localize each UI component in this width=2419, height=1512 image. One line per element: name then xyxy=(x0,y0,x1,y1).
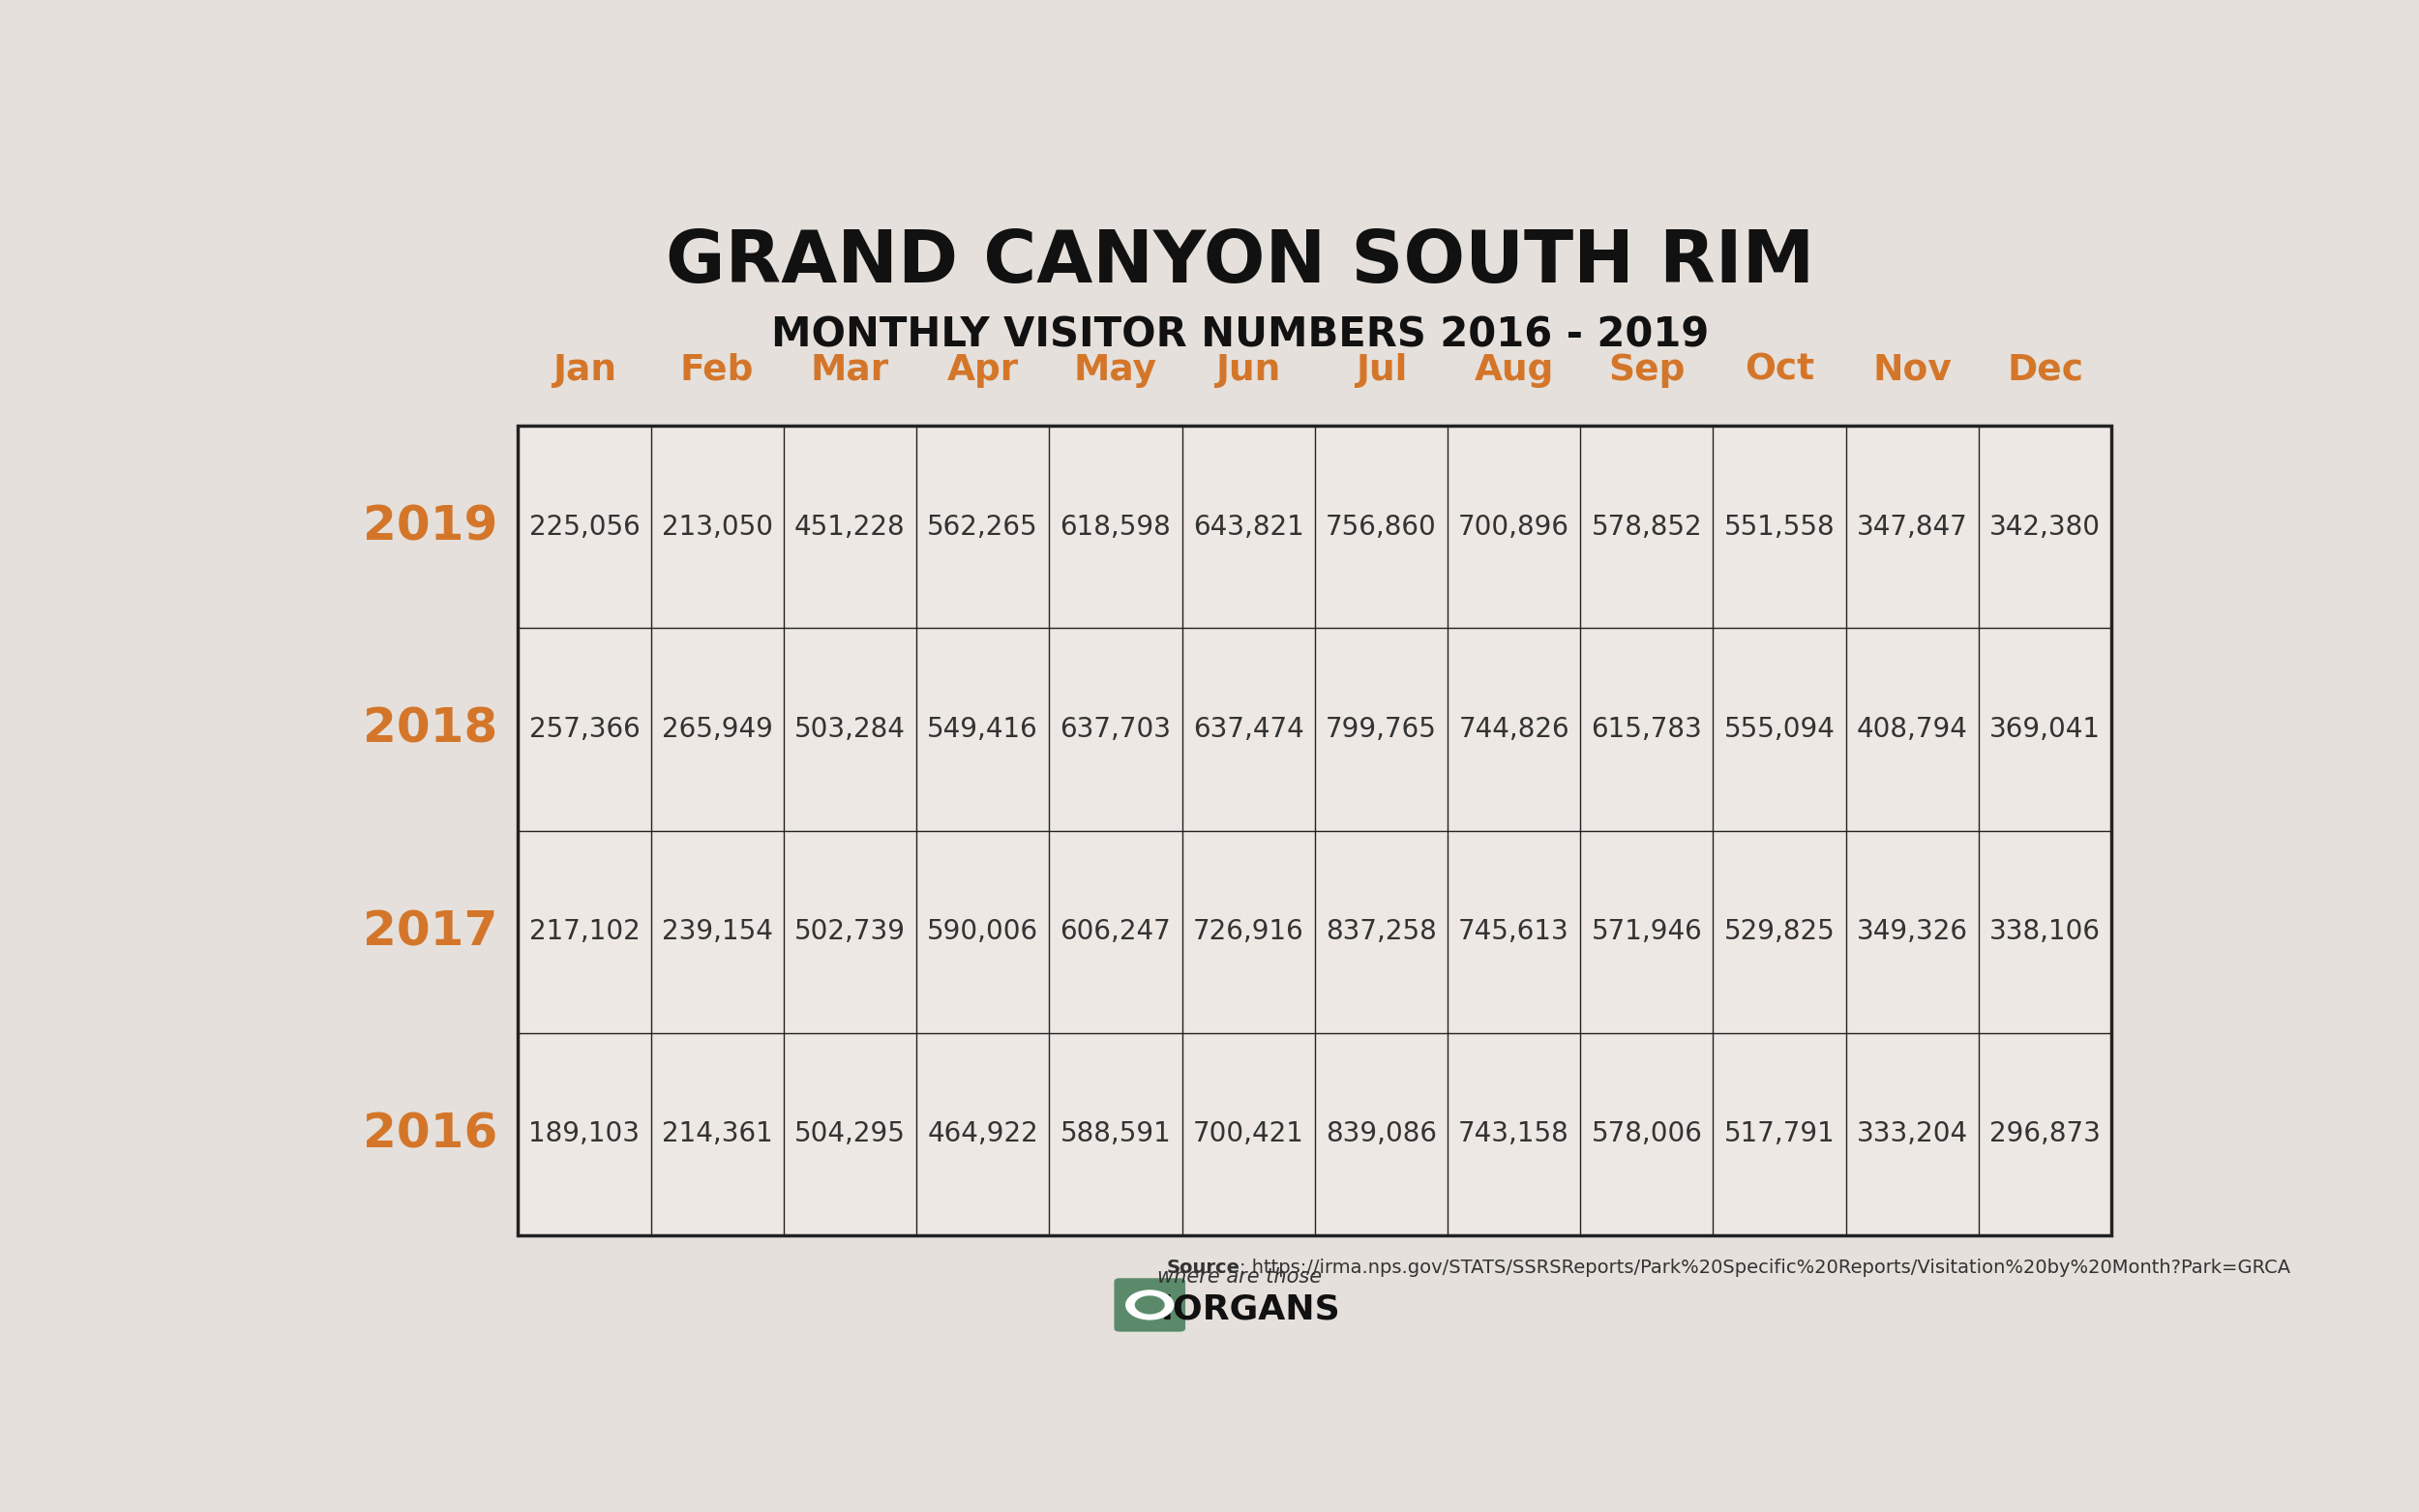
Text: 637,474: 637,474 xyxy=(1193,715,1304,742)
Text: 745,613: 745,613 xyxy=(1459,918,1570,945)
Text: 504,295: 504,295 xyxy=(793,1120,905,1148)
Text: 349,326: 349,326 xyxy=(1858,918,1969,945)
Text: 643,821: 643,821 xyxy=(1193,514,1304,541)
Text: 2018: 2018 xyxy=(363,706,498,753)
Text: 333,204: 333,204 xyxy=(1858,1120,1969,1148)
Text: 590,006: 590,006 xyxy=(926,918,1038,945)
Text: 296,873: 296,873 xyxy=(1988,1120,2100,1148)
Text: 369,041: 369,041 xyxy=(1988,715,2100,742)
Text: 562,265: 562,265 xyxy=(926,514,1038,541)
Text: 799,765: 799,765 xyxy=(1326,715,1437,742)
Text: 551,558: 551,558 xyxy=(1725,514,1836,541)
Text: 637,703: 637,703 xyxy=(1060,715,1171,742)
Text: 726,916: 726,916 xyxy=(1193,918,1304,945)
Text: 217,102: 217,102 xyxy=(530,918,641,945)
Text: 578,852: 578,852 xyxy=(1592,514,1703,541)
Text: 2016: 2016 xyxy=(363,1111,498,1157)
Text: 503,284: 503,284 xyxy=(793,715,905,742)
Circle shape xyxy=(1125,1290,1173,1320)
Text: 837,258: 837,258 xyxy=(1326,918,1437,945)
Text: 2017: 2017 xyxy=(363,909,498,956)
Text: 743,158: 743,158 xyxy=(1459,1120,1570,1148)
Text: 2019: 2019 xyxy=(363,503,498,550)
Text: 189,103: 189,103 xyxy=(530,1120,641,1148)
Text: 464,922: 464,922 xyxy=(926,1120,1038,1148)
Text: 700,421: 700,421 xyxy=(1193,1120,1304,1148)
Text: Mar: Mar xyxy=(810,352,890,387)
Text: 578,006: 578,006 xyxy=(1592,1120,1703,1148)
Text: Nov: Nov xyxy=(1872,352,1952,387)
Text: 839,086: 839,086 xyxy=(1326,1120,1437,1148)
Text: 606,247: 606,247 xyxy=(1060,918,1171,945)
Text: 213,050: 213,050 xyxy=(660,514,772,541)
Text: 571,946: 571,946 xyxy=(1592,918,1703,945)
Text: MORGANS: MORGANS xyxy=(1139,1293,1340,1326)
Text: GRAND CANYON SOUTH RIM: GRAND CANYON SOUTH RIM xyxy=(665,228,1814,298)
Text: : https://irma.nps.gov/STATS/SSRSReports/Park%20Specific%20Reports/Visitation%20: : https://irma.nps.gov/STATS/SSRSReports… xyxy=(1241,1258,2291,1276)
Text: 756,860: 756,860 xyxy=(1326,514,1437,541)
Text: Feb: Feb xyxy=(680,352,755,387)
Circle shape xyxy=(1135,1296,1166,1314)
Text: 257,366: 257,366 xyxy=(530,715,641,742)
Text: 555,094: 555,094 xyxy=(1725,715,1836,742)
Text: 408,794: 408,794 xyxy=(1858,715,1969,742)
Text: 529,825: 529,825 xyxy=(1725,918,1836,945)
Text: 265,949: 265,949 xyxy=(660,715,772,742)
Text: 618,598: 618,598 xyxy=(1060,514,1171,541)
Text: 214,361: 214,361 xyxy=(663,1120,772,1148)
Text: Oct: Oct xyxy=(1744,352,1814,387)
FancyBboxPatch shape xyxy=(518,426,2112,1235)
Text: 347,847: 347,847 xyxy=(1858,514,1967,541)
Text: MONTHLY VISITOR NUMBERS 2016 - 2019: MONTHLY VISITOR NUMBERS 2016 - 2019 xyxy=(772,314,1708,355)
Text: 342,380: 342,380 xyxy=(1988,514,2100,541)
Text: where are those: where are those xyxy=(1156,1267,1323,1287)
Text: 502,739: 502,739 xyxy=(793,918,905,945)
Text: 549,416: 549,416 xyxy=(926,715,1038,742)
Text: 615,783: 615,783 xyxy=(1592,715,1703,742)
Text: 517,791: 517,791 xyxy=(1725,1120,1836,1148)
Text: 239,154: 239,154 xyxy=(660,918,772,945)
Text: 700,896: 700,896 xyxy=(1459,514,1570,541)
Text: 744,826: 744,826 xyxy=(1459,715,1570,742)
Text: Apr: Apr xyxy=(946,352,1018,387)
Text: Jul: Jul xyxy=(1355,352,1408,387)
Text: Jan: Jan xyxy=(552,352,617,387)
Text: 588,591: 588,591 xyxy=(1060,1120,1171,1148)
Text: Sep: Sep xyxy=(1609,352,1686,387)
Text: 338,106: 338,106 xyxy=(1988,918,2100,945)
Text: May: May xyxy=(1074,352,1156,387)
Text: Jun: Jun xyxy=(1217,352,1282,387)
Text: 451,228: 451,228 xyxy=(793,514,905,541)
Text: Source: Source xyxy=(1166,1258,1241,1276)
Text: Aug: Aug xyxy=(1473,352,1553,387)
Text: Dec: Dec xyxy=(2008,352,2083,387)
FancyBboxPatch shape xyxy=(1115,1278,1185,1332)
Text: 225,056: 225,056 xyxy=(530,514,641,541)
